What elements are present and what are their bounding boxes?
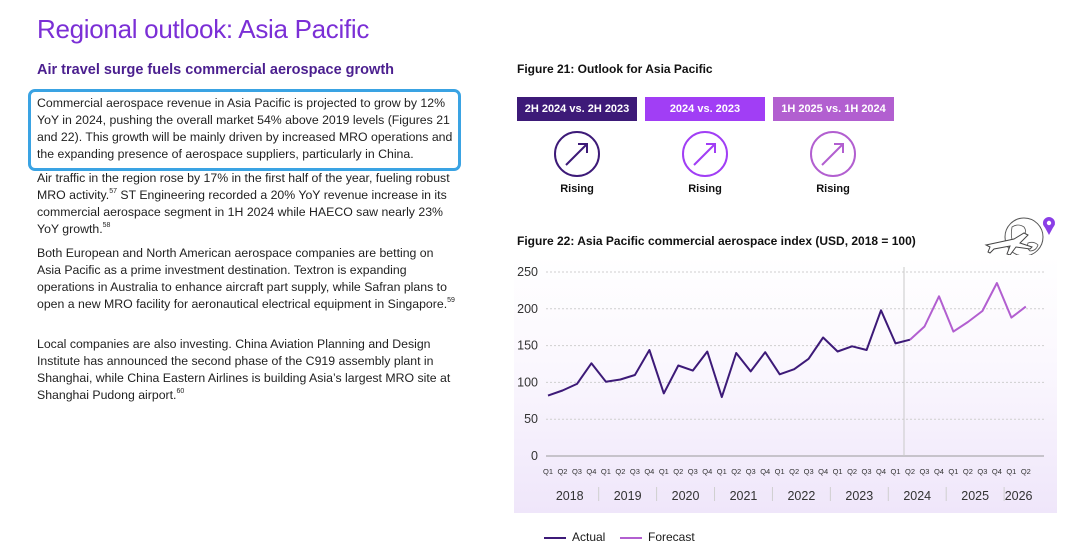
paragraph-4: Local companies are also investing. Chin… <box>37 336 457 404</box>
tab-2024-vs-2023: 2024 vs. 2023 <box>645 97 765 121</box>
status-label: Rising <box>688 183 722 195</box>
x-tick-label: Q3 <box>804 467 814 476</box>
section-subtitle: Air travel surge fuels commercial aerosp… <box>37 62 394 78</box>
x-tick-label: Q1 <box>717 467 727 476</box>
year-label: 2021 <box>730 489 758 503</box>
x-tick-label: Q4 <box>760 467 770 476</box>
year-label: 2026 <box>1005 489 1033 503</box>
x-tick-label: Q2 <box>847 467 857 476</box>
x-tick-label: Q3 <box>977 467 987 476</box>
legend-forecast-label: Forecast <box>648 530 695 544</box>
rising-arrow-icon <box>554 131 600 177</box>
x-tick-label: Q2 <box>731 467 741 476</box>
figure-21-title: Figure 21: Outlook for Asia Pacific <box>517 62 713 76</box>
globe-plane-icon <box>984 217 1055 257</box>
year-label: 2024 <box>903 489 931 503</box>
x-tick-label: Q2 <box>615 467 625 476</box>
x-tick-label: Q2 <box>557 467 567 476</box>
x-tick-label: Q3 <box>630 467 640 476</box>
x-tick-label: Q3 <box>688 467 698 476</box>
x-tick-label: Q4 <box>702 467 712 476</box>
x-tick-label: Q1 <box>833 467 843 476</box>
series-line-actual <box>547 309 911 399</box>
x-tick-label: Q1 <box>775 467 785 476</box>
paragraph-2-text: Air traffic in the region rose by 17% in… <box>37 171 450 202</box>
x-tick-label: Q1 <box>948 467 958 476</box>
tab-2h2024-vs-2h2023: 2H 2024 vs. 2H 2023 <box>517 97 637 121</box>
x-tick-label: Q2 <box>963 467 973 476</box>
paragraph-3-text: Both European and North American aerospa… <box>37 246 448 311</box>
year-label: 2025 <box>961 489 989 503</box>
legend-forecast: Forecast <box>620 530 695 544</box>
highlight-box <box>28 89 461 171</box>
legend-actual-swatch <box>544 536 566 539</box>
x-tick-label: Q1 <box>543 467 553 476</box>
page-title: Regional outlook: Asia Pacific <box>37 14 370 44</box>
x-tick-label: Q2 <box>905 467 915 476</box>
x-tick-label: Q4 <box>644 467 654 476</box>
legend-forecast-swatch <box>620 536 642 539</box>
x-tick-label: Q2 <box>673 467 683 476</box>
series-line-forecast <box>909 282 1027 341</box>
x-tick-label: Q1 <box>659 467 669 476</box>
paragraph-2-text-cont: ST Engineering recorded a 20% YoY revenu… <box>37 188 447 236</box>
x-tick-label: Q1 <box>601 467 611 476</box>
chart-background <box>514 255 1057 513</box>
y-tick-label: 200 <box>517 302 538 316</box>
x-tick-label: Q3 <box>862 467 872 476</box>
y-tick-label: 0 <box>531 449 538 463</box>
y-tick-label: 150 <box>517 339 538 353</box>
year-label: 2020 <box>672 489 700 503</box>
legend-actual: Actual <box>544 530 605 544</box>
x-tick-label: Q1 <box>1006 467 1016 476</box>
legend-actual-label: Actual <box>572 530 606 544</box>
x-tick-label: Q4 <box>992 467 1002 476</box>
tab-1h2025-vs-1h2024: 1H 2025 vs. 1H 2024 <box>773 97 894 121</box>
x-tick-label: Q3 <box>572 467 582 476</box>
footnote-ref[interactable]: 60 <box>176 388 185 395</box>
figure-22-title: Figure 22: Asia Pacific commercial aeros… <box>517 234 916 248</box>
year-label: 2019 <box>614 489 642 503</box>
status-label: Rising <box>560 183 594 195</box>
x-tick-label: Q4 <box>876 467 886 476</box>
y-tick-label: 100 <box>517 375 538 389</box>
paragraph-3: Both European and North American aerospa… <box>37 245 457 313</box>
x-tick-label: Q3 <box>919 467 929 476</box>
footnote-ref[interactable]: 58 <box>102 222 111 229</box>
aerospace-index-chart: 0 50 100 150 200 250 Q1 Q2 Q3 Q4 Q1 Q2 Q3 Q4 Q1 Q2 Q3 Q4 Q… <box>517 265 1044 503</box>
paragraph-2: Air traffic in the region rose by 17% in… <box>37 170 457 238</box>
x-tick-label: Q4 <box>586 467 596 476</box>
status-label: Rising <box>816 183 850 195</box>
year-label: 2023 <box>845 489 873 503</box>
x-tick-label: Q3 <box>746 467 756 476</box>
y-tick-label: 50 <box>524 412 538 426</box>
x-tick-label: Q4 <box>934 467 944 476</box>
rising-arrow-icon <box>682 131 728 177</box>
x-tick-label: Q2 <box>789 467 799 476</box>
footnote-ref[interactable]: 57 <box>109 188 117 195</box>
x-tick-label: Q4 <box>818 467 828 476</box>
rising-arrow-icon <box>810 131 856 177</box>
x-tick-label: Q1 <box>891 467 901 476</box>
paragraph-4-text: Local companies are also investing. Chin… <box>37 337 451 402</box>
paragraph-1: Commercial aerospace revenue in Asia Pac… <box>37 96 453 161</box>
footnote-ref[interactable]: 59 <box>447 297 455 304</box>
year-label: 2018 <box>556 489 584 503</box>
x-tick-label: Q2 <box>1021 467 1031 476</box>
year-label: 2022 <box>787 489 815 503</box>
y-tick-label: 250 <box>517 265 538 279</box>
